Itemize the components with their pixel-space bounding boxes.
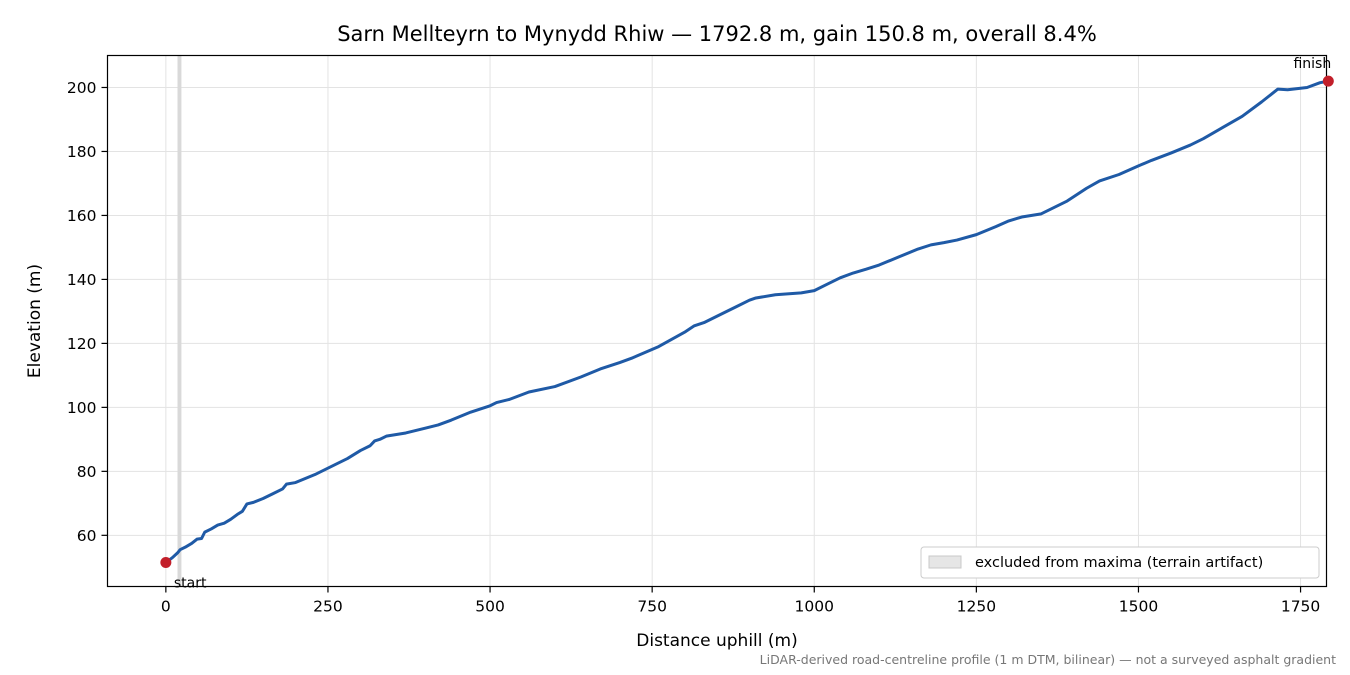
y-axis-ticks: 60 80 100 120 140 160 180 200 [67,79,108,545]
x-tick-label: 0 [161,598,171,616]
x-tick-label: 1000 [795,598,834,616]
x-axis-ticks: 0 250 500 750 1000 1250 1500 1750 [161,586,1320,616]
y-tick-label: 100 [67,399,97,417]
x-tick-label: 250 [313,598,343,616]
legend-box [920,546,1320,579]
legend-swatch-excluded [928,555,962,569]
x-tick-label: 500 [475,598,505,616]
excluded-band [177,55,182,587]
y-tick-label: 160 [67,207,97,225]
elevation-line [164,79,1330,565]
y-tick-label: 60 [77,527,97,545]
x-tick-label: 1750 [1281,598,1320,616]
footnote: LiDAR-derived road-centreline profile (1… [760,652,1336,667]
legend: excluded from maxima (terrain artifact) [920,546,1320,579]
y-tick-label: 80 [77,463,97,481]
x-tick-label: 1500 [1119,598,1158,616]
annotations: start finish [160,56,1334,592]
x-tick-label: 750 [637,598,667,616]
start-label: start [174,576,207,592]
grid-lines [107,55,1327,587]
y-tick-label: 120 [67,335,97,353]
y-axis-label: Elevation (m) [25,264,45,378]
legend-label-excluded: excluded from maxima (terrain artifact) [975,555,1263,571]
series-layer [164,79,1330,565]
chart-title: Sarn Mellteyrn to Mynydd Rhiw — 1792.8 m… [337,22,1097,46]
finish-label: finish [1293,56,1331,72]
x-tick-label: 1250 [957,598,996,616]
excluded-band-layer [177,55,182,587]
y-tick-label: 180 [67,143,97,161]
x-axis-label: Distance uphill (m) [636,631,797,651]
finish-marker [1322,75,1334,87]
plot-frame [106,54,1328,588]
y-tick-label: 200 [67,79,97,97]
start-marker [160,557,172,569]
y-tick-label: 140 [67,271,97,289]
